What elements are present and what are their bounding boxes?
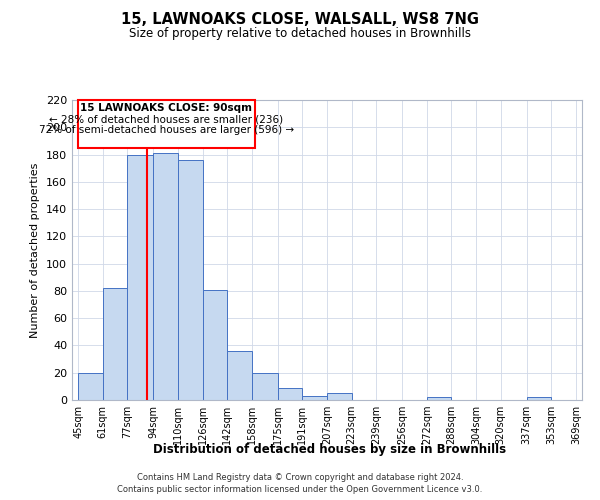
Text: Contains HM Land Registry data © Crown copyright and database right 2024.: Contains HM Land Registry data © Crown c… [137, 472, 463, 482]
Bar [427, 398, 451, 400]
Text: 15 LAWNOAKS CLOSE: 90sqm: 15 LAWNOAKS CLOSE: 90sqm [80, 103, 253, 113]
Bar [327, 393, 352, 400]
Bar [203, 290, 227, 400]
Text: Distribution of detached houses by size in Brownhills: Distribution of detached houses by size … [154, 442, 506, 456]
Bar [178, 160, 203, 400]
Bar [527, 398, 551, 400]
Bar [278, 388, 302, 400]
FancyBboxPatch shape [78, 100, 255, 148]
Text: 15, LAWNOAKS CLOSE, WALSALL, WS8 7NG: 15, LAWNOAKS CLOSE, WALSALL, WS8 7NG [121, 12, 479, 28]
Text: 72% of semi-detached houses are larger (596) →: 72% of semi-detached houses are larger (… [39, 125, 294, 135]
Bar [127, 154, 154, 400]
Bar [302, 396, 327, 400]
Bar [103, 288, 127, 400]
Bar [227, 351, 252, 400]
Text: Contains public sector information licensed under the Open Government Licence v3: Contains public sector information licen… [118, 485, 482, 494]
Bar [78, 372, 103, 400]
Text: Size of property relative to detached houses in Brownhills: Size of property relative to detached ho… [129, 28, 471, 40]
Bar [154, 153, 178, 400]
Y-axis label: Number of detached properties: Number of detached properties [31, 162, 40, 338]
Text: ← 28% of detached houses are smaller (236): ← 28% of detached houses are smaller (23… [49, 114, 284, 124]
Bar [252, 372, 278, 400]
